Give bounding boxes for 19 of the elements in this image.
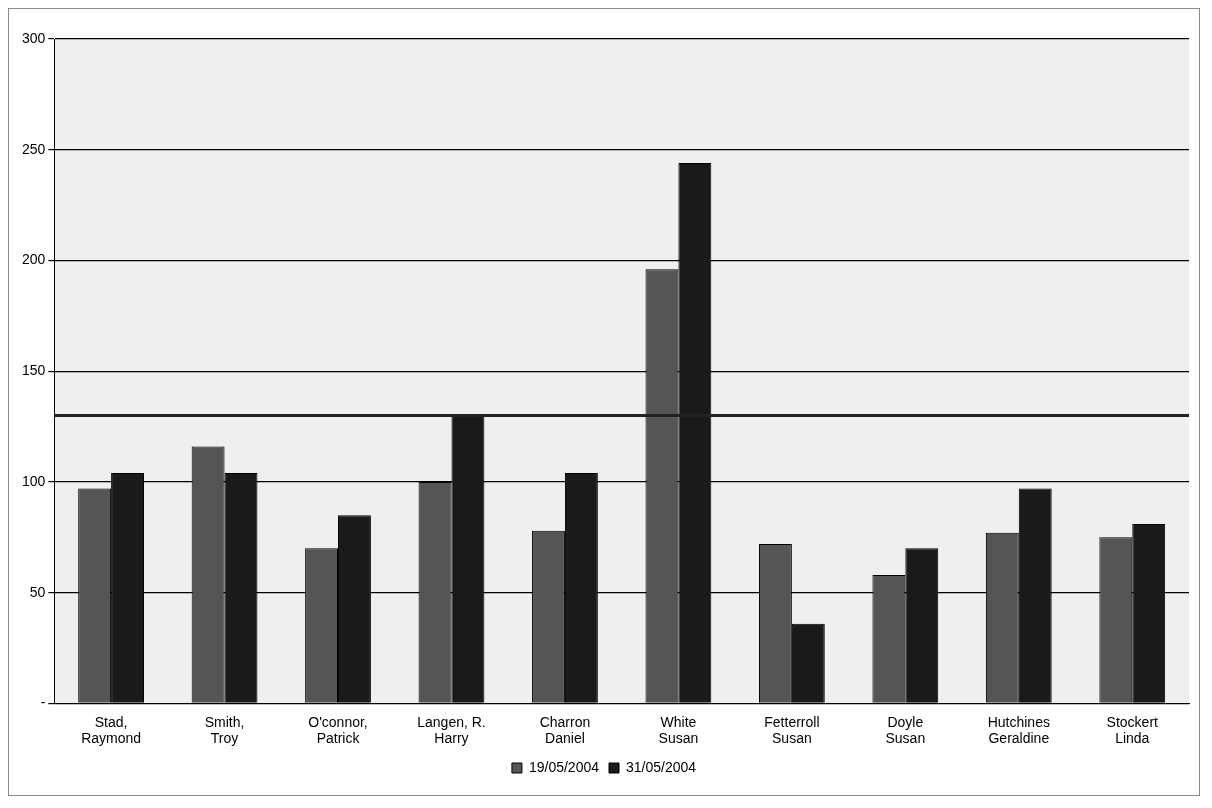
legend-label: 19/05/2004 (528, 758, 600, 775)
y-tick-label: 250 (22, 140, 46, 157)
x-tick-label: Hutchines Geraldine (987, 713, 1050, 747)
x-tick-label: Doyle Susan (885, 713, 926, 747)
x-tick-label: Fetterroll Susan (764, 713, 820, 747)
y-tick-label: 50 (29, 583, 46, 600)
x-tick-label: Charron Daniel (539, 713, 591, 747)
x-tick-label: O'connor, Patrick (308, 713, 368, 747)
y-tick-label: - (40, 694, 46, 711)
y-tick-label: 100 (22, 472, 46, 489)
y-tick-label: 150 (22, 362, 46, 379)
y-tick-label: 300 (22, 29, 46, 46)
legend-label: 31/05/2004 (626, 758, 697, 775)
x-tick-label: Stad, Raymond (81, 713, 142, 747)
x-tick-label: Langen, R. Harry (417, 713, 486, 747)
x-tick-label: Stockert Linda (1106, 713, 1159, 747)
x-tick-label: White Susan (658, 713, 699, 747)
x-tick-label: Smith, Troy (204, 713, 245, 747)
y-tick-label: 200 (22, 251, 46, 268)
